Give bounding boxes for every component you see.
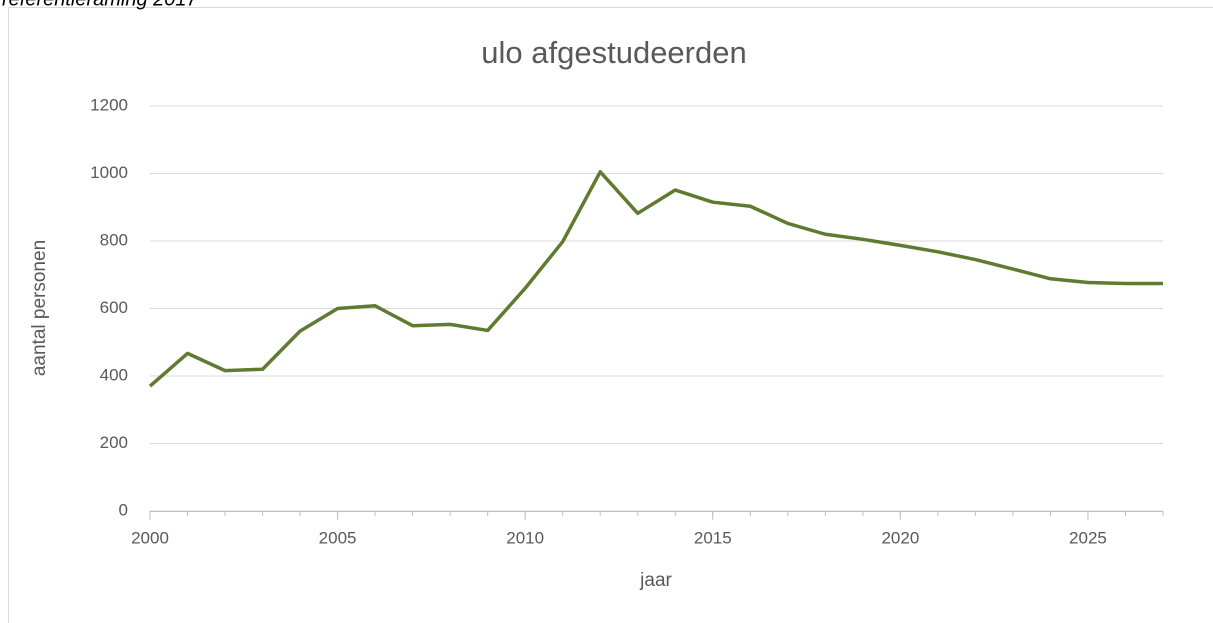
x-tick-label: 2005 bbox=[319, 528, 357, 547]
x-axis-label: jaar bbox=[639, 570, 672, 591]
x-tick-label: 2000 bbox=[131, 528, 169, 547]
y-tick-label: 200 bbox=[100, 433, 128, 452]
y-axis-label: aantal personen bbox=[29, 240, 50, 376]
caption: referentieraming 2017 bbox=[2, 0, 199, 10]
chart-frame bbox=[8, 7, 1213, 623]
x-tick-label: 2025 bbox=[1069, 528, 1107, 547]
x-tick-label: 2010 bbox=[506, 528, 544, 547]
y-tick-label: 600 bbox=[100, 298, 128, 317]
y-tick-label: 1000 bbox=[90, 163, 128, 182]
y-tick-label: 800 bbox=[100, 230, 128, 249]
y-tick-label: 400 bbox=[100, 365, 128, 384]
y-tick-label: 1200 bbox=[90, 95, 128, 114]
x-tick-label: 2015 bbox=[694, 528, 732, 547]
y-tick-label: 0 bbox=[119, 500, 128, 519]
data-line bbox=[148, 170, 1163, 388]
x-tick-label: 2020 bbox=[881, 528, 919, 547]
chart-title: ulo afgestudeerden bbox=[481, 35, 746, 70]
